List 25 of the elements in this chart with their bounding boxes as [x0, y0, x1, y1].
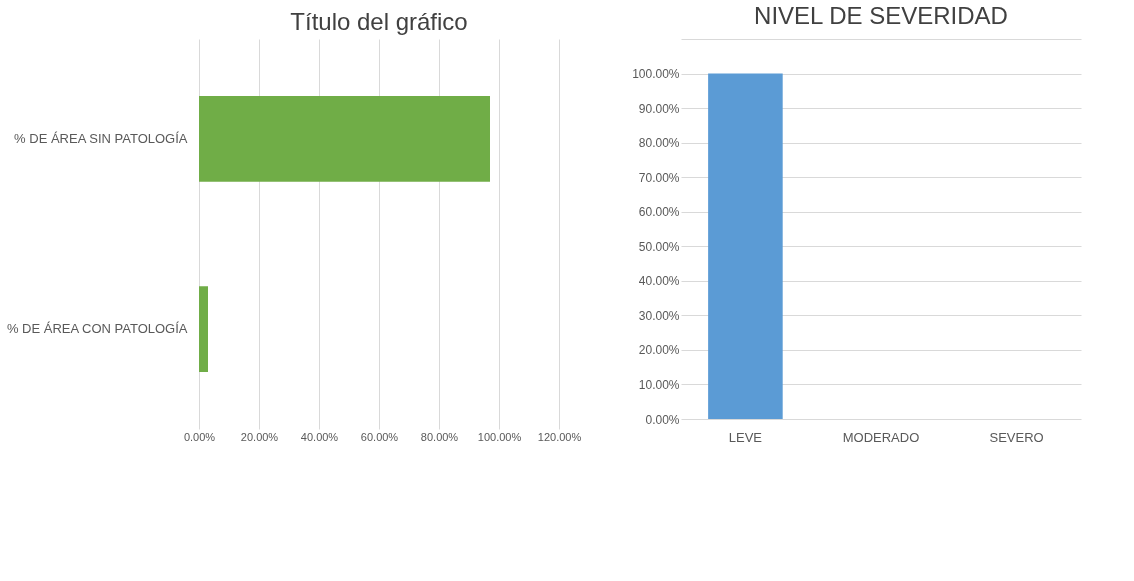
y-tick-label: 50.00%: [638, 239, 680, 254]
chart-title: NIVEL DE SEVERIDAD: [754, 2, 1008, 29]
x-tick-label: 80.00%: [420, 430, 459, 443]
x-tick-label: 120.00%: [537, 430, 582, 443]
x-tick-label: 60.00%: [360, 430, 399, 443]
y-tick-label: 0.00%: [645, 412, 680, 427]
y-tick-label: 40.00%: [638, 274, 680, 289]
chart-title: Título del gráfico: [290, 8, 468, 35]
x-tick-label: 40.00%: [300, 430, 339, 443]
x-tick-label: SEVERO: [989, 429, 1044, 445]
y-tick-label: 20.00%: [638, 343, 680, 358]
y-tick-label: 10.00%: [638, 377, 680, 392]
y-tick-label: 60.00%: [638, 205, 680, 220]
x-tick-label: MODERADO: [842, 429, 920, 445]
y-tick-label: 80.00%: [638, 136, 680, 151]
y-tick-label: % DE ÁREA CON PATOLOGÍA: [6, 321, 188, 337]
x-tick-label: 0.00%: [183, 430, 216, 443]
y-tick-label: 90.00%: [638, 101, 680, 116]
x-tick-label: LEVE: [728, 429, 763, 445]
y-tick-label: % DE ÁREA SIN PATOLOGÍA: [14, 130, 188, 146]
x-tick-label: 20.00%: [240, 430, 279, 443]
x-tick-label: 100.00%: [477, 430, 522, 443]
y-tick-label: 100.00%: [632, 67, 680, 82]
y-tick-label: 70.00%: [638, 170, 680, 185]
y-tick-label: 30.00%: [638, 308, 680, 323]
